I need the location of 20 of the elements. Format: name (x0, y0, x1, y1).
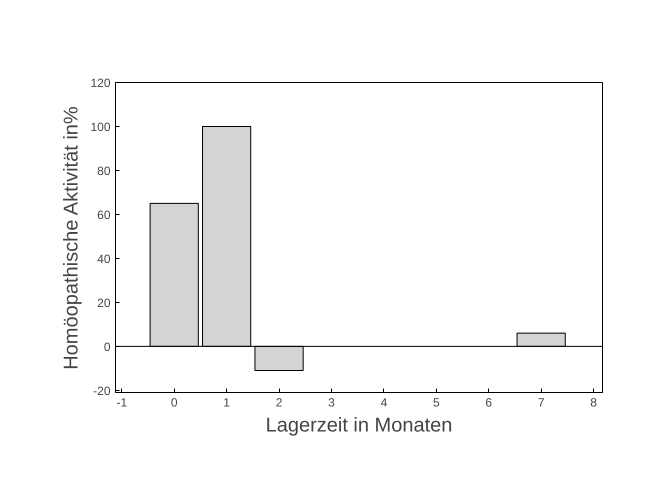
y-axis-title: Homöopathische Aktivität in% (60, 106, 82, 370)
y-tick-label: -20 (93, 384, 111, 398)
y-tick-label: 60 (97, 208, 111, 222)
y-tick-label: 20 (97, 296, 111, 310)
x-axis-title: Lagerzeit in Monaten (266, 414, 452, 436)
x-tick-label: 2 (276, 396, 283, 410)
x-tick-label: 1 (223, 396, 230, 410)
x-tick-label: 3 (328, 396, 336, 410)
y-tick-label: 0 (104, 340, 111, 354)
y-tick-label: 80 (97, 164, 111, 178)
y-tick-label: 40 (97, 252, 111, 266)
y-tick-label: 100 (90, 120, 111, 134)
x-tick-label: 6 (485, 396, 492, 410)
y-tick-label: 120 (90, 76, 111, 90)
x-tick-label: 5 (432, 396, 440, 410)
x-tick-label: -1 (116, 396, 128, 410)
x-tick-label: 0 (170, 396, 178, 410)
x-tick-label: 8 (590, 396, 598, 410)
x-tick-label: 7 (538, 396, 545, 410)
x-tick-label: 4 (380, 396, 388, 410)
